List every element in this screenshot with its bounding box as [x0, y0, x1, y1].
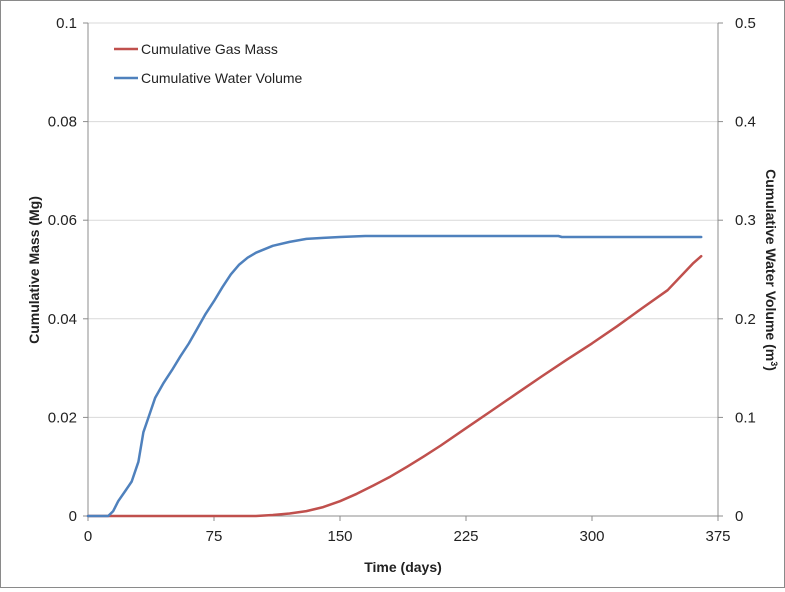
- x-tick-label: 75: [206, 528, 223, 545]
- y-axis-title-right-main: Cumulative Water Volume (m: [763, 169, 779, 361]
- x-tick-label: 300: [579, 528, 604, 545]
- y-tick-label-right: 0: [735, 508, 743, 525]
- y-axis-title-right: Cumulative Water Volume (m3): [763, 169, 779, 371]
- axes: [83, 22, 723, 521]
- legend-label-water-volume: Cumulative Water Volume: [141, 70, 303, 86]
- y-tick-label-left: 0.08: [48, 114, 77, 131]
- legend: Cumulative Gas Mass Cumulative Water Vol…: [114, 41, 303, 86]
- y-tick-label-left: 0.06: [48, 212, 77, 229]
- y-axis-title-right-superscript: 3: [769, 361, 779, 366]
- y-tick-label-left: 0: [69, 508, 77, 525]
- y-tick-label-right: 0.2: [735, 311, 756, 328]
- x-tick-label: 375: [705, 528, 730, 545]
- tick-labels: 0 75 150 225 300 375 0 0.02 0.04 0.06 0.08 0.1 0 0.1 0…: [48, 15, 756, 545]
- gridlines: [88, 22, 718, 418]
- y-tick-label-left: 0.04: [48, 311, 77, 328]
- y-tick-label-right: 0.1: [735, 409, 756, 426]
- x-axis-title: Time (days): [364, 559, 442, 575]
- series-line-gas-mass: [86, 254, 703, 518]
- x-tick-label: 150: [327, 528, 352, 545]
- y-tick-label-right: 0.3: [735, 212, 756, 229]
- y-axis-title-left: Cumulative Mass (Mg): [26, 196, 42, 344]
- x-tick-label: 0: [84, 528, 92, 545]
- x-tick-label: 225: [453, 528, 478, 545]
- legend-label-gas-mass: Cumulative Gas Mass: [141, 41, 278, 57]
- series-line-water-volume: [86, 234, 703, 518]
- y-tick-label-left: 0.02: [48, 409, 77, 426]
- series-lines: [86, 234, 703, 518]
- y-tick-label-left: 0.1: [56, 15, 77, 32]
- y-tick-label-right: 0.5: [735, 15, 756, 32]
- y-axis-title-right-close: ): [763, 366, 779, 371]
- y-tick-label-right: 0.4: [735, 114, 756, 131]
